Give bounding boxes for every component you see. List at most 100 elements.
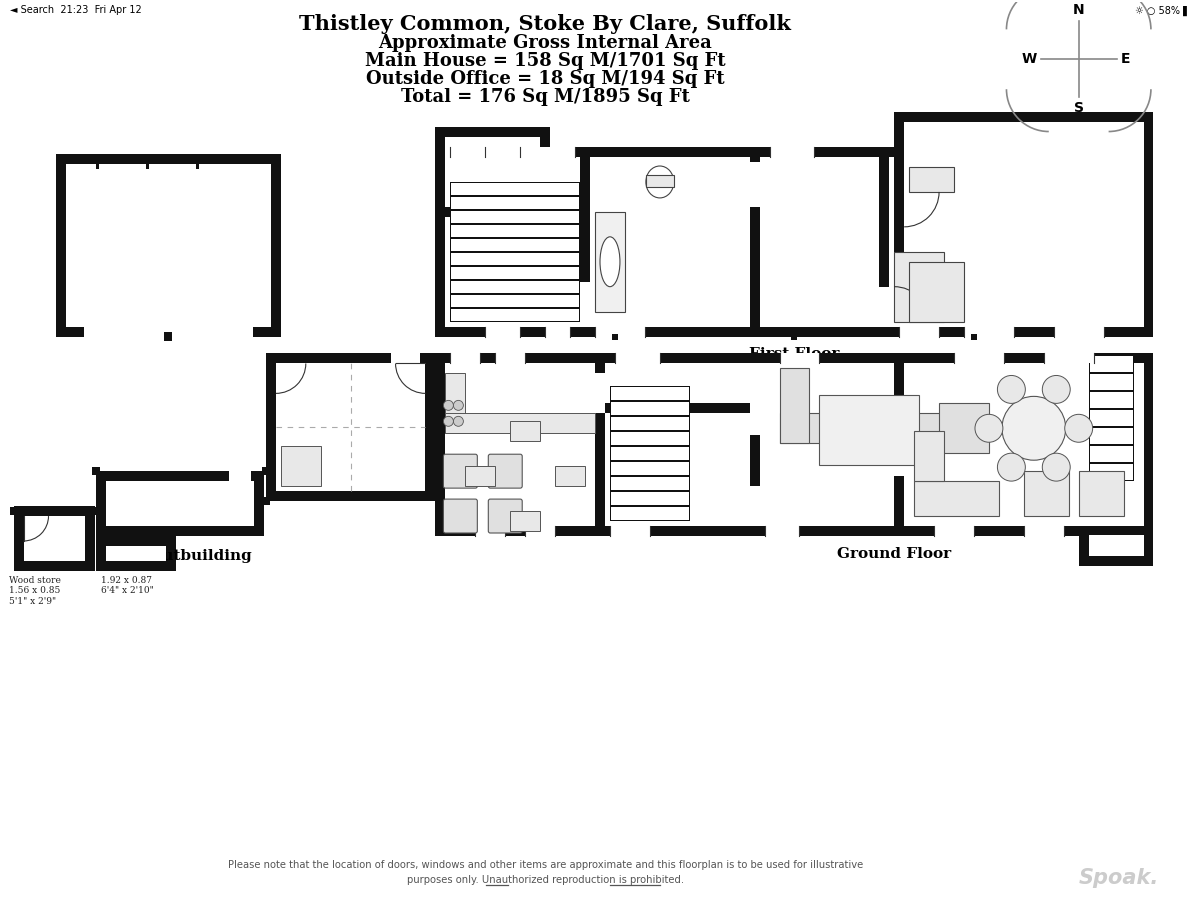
Bar xyxy=(450,252,580,266)
Bar xyxy=(164,331,172,339)
Text: Wood store
1.56 x 0.85
5'1" x 2'9": Wood store 1.56 x 0.85 5'1" x 2'9" xyxy=(8,576,60,606)
Bar xyxy=(954,354,1004,364)
Bar xyxy=(196,164,199,169)
Bar xyxy=(450,354,480,364)
Bar xyxy=(611,507,689,520)
Bar xyxy=(1088,356,1134,373)
Circle shape xyxy=(1002,396,1066,460)
Bar xyxy=(894,364,904,526)
Circle shape xyxy=(1043,375,1070,403)
Bar xyxy=(445,413,595,433)
Bar xyxy=(96,472,264,536)
Bar xyxy=(899,327,940,337)
Bar xyxy=(229,472,251,482)
Bar xyxy=(820,395,919,465)
Bar xyxy=(1090,356,1133,373)
Circle shape xyxy=(974,414,1003,442)
FancyBboxPatch shape xyxy=(444,500,478,533)
Bar xyxy=(56,243,66,246)
Circle shape xyxy=(454,417,463,427)
Bar xyxy=(894,112,904,122)
Text: N: N xyxy=(1073,4,1085,17)
Bar xyxy=(451,294,580,307)
Bar xyxy=(436,354,1153,536)
Bar xyxy=(611,402,689,415)
Bar xyxy=(450,266,580,280)
Bar xyxy=(605,403,750,413)
Circle shape xyxy=(1043,454,1070,482)
Text: Bedroom: Bedroom xyxy=(935,228,983,237)
Text: Spoak.: Spoak. xyxy=(1079,868,1159,888)
Bar xyxy=(610,446,690,461)
Text: Dining Room
3.55 x 3.53
11'8" x 11'9": Dining Room 3.55 x 3.53 11'8" x 11'9" xyxy=(491,436,559,466)
Bar xyxy=(792,334,798,339)
Text: Please note that the location of doors, windows and other items are approximate : Please note that the location of doors, … xyxy=(228,860,863,870)
Bar xyxy=(750,486,760,526)
Bar xyxy=(610,431,690,446)
Bar xyxy=(894,282,904,327)
Bar xyxy=(13,506,95,571)
Text: Principal Bedroom
4.58 x 4.54
15'0" x 14'11": Principal Bedroom 4.58 x 4.54 15'0" x 14… xyxy=(974,217,1073,247)
Bar xyxy=(66,164,271,327)
Bar xyxy=(610,476,690,491)
FancyBboxPatch shape xyxy=(488,500,522,533)
Circle shape xyxy=(444,417,454,427)
Bar xyxy=(24,516,85,561)
Ellipse shape xyxy=(646,166,673,198)
Bar xyxy=(910,262,964,321)
Bar xyxy=(146,164,149,169)
Bar xyxy=(1090,428,1133,445)
Bar xyxy=(1090,410,1133,427)
Bar xyxy=(96,536,176,571)
Bar xyxy=(611,477,689,490)
Bar xyxy=(769,147,815,157)
Bar xyxy=(545,327,570,337)
Bar xyxy=(262,497,270,505)
FancyBboxPatch shape xyxy=(488,454,522,488)
Bar xyxy=(450,293,580,308)
Text: Sitting Room
8.21 x 5.46
26'1" x 17'11": Sitting Room 8.21 x 5.46 26'1" x 17'11" xyxy=(977,400,1051,430)
Bar xyxy=(750,436,760,526)
Bar xyxy=(451,183,580,195)
Text: Main House = 158 Sq M/1701 Sq Ft: Main House = 158 Sq M/1701 Sq Ft xyxy=(365,52,726,70)
Bar xyxy=(164,332,172,340)
Bar xyxy=(445,137,540,147)
Bar xyxy=(611,492,689,505)
Bar xyxy=(595,374,605,413)
Text: E: E xyxy=(1121,52,1130,67)
Bar xyxy=(1088,464,1134,482)
Bar xyxy=(521,147,575,157)
FancyBboxPatch shape xyxy=(444,454,478,488)
Bar xyxy=(92,507,101,515)
Bar xyxy=(904,122,1144,147)
Bar xyxy=(436,354,445,364)
Bar xyxy=(56,154,281,337)
Bar xyxy=(451,266,580,279)
Bar xyxy=(466,466,496,486)
Bar xyxy=(611,447,689,460)
Circle shape xyxy=(444,400,454,410)
Bar xyxy=(614,354,660,364)
Text: Cart Lodge
6.21 x 5.61
20'4" x 18'5": Cart Lodge 6.21 x 5.61 20'4" x 18'5" xyxy=(132,220,204,252)
Bar xyxy=(934,526,974,536)
Bar xyxy=(66,327,84,337)
Bar xyxy=(1024,472,1069,516)
Bar xyxy=(904,137,1144,157)
Bar xyxy=(1079,536,1153,566)
Bar xyxy=(580,282,590,327)
Bar xyxy=(451,238,580,251)
Bar xyxy=(445,364,1144,526)
Text: 1.92 x 0.87
6'4" x 2'10": 1.92 x 0.87 6'4" x 2'10" xyxy=(101,576,154,595)
Bar xyxy=(894,157,904,327)
Bar xyxy=(910,167,954,192)
Bar xyxy=(612,334,618,339)
Bar xyxy=(436,127,550,157)
Bar xyxy=(1024,526,1063,536)
Bar xyxy=(611,432,689,446)
Bar xyxy=(96,164,100,169)
Bar xyxy=(451,309,580,320)
Text: Ground Floor: Ground Floor xyxy=(838,547,952,561)
Bar xyxy=(610,417,690,431)
Bar xyxy=(450,210,580,224)
Bar xyxy=(556,466,586,486)
